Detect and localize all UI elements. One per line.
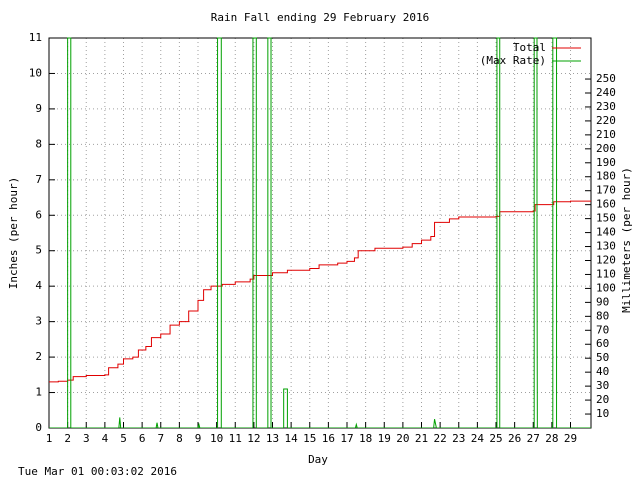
x-tick-label: 13	[266, 432, 279, 445]
y2-tick-label: 180	[596, 170, 616, 183]
y2-tick-label: 60	[596, 337, 609, 350]
x-tick-label: 23	[452, 432, 465, 445]
x-axis-label: Day	[308, 453, 328, 466]
x-tick-label: 29	[564, 432, 577, 445]
y2-tick-label: 30	[596, 379, 609, 392]
timestamp: Tue Mar 01 00:03:02 2016	[18, 465, 177, 478]
y2-tick-label: 90	[596, 295, 609, 308]
legend-label: (Max Rate)	[480, 54, 546, 67]
x-tick-label: 19	[378, 432, 391, 445]
x-tick-label: 7	[157, 432, 164, 445]
y-tick-label: 5	[35, 244, 42, 257]
y2-axis-label: Millimeters (per hour)	[620, 167, 633, 313]
x-tick-label: 17	[340, 432, 353, 445]
x-tick-label: 21	[415, 432, 428, 445]
y2-tick-label: 230	[596, 100, 616, 113]
x-tick-label: 4	[102, 432, 109, 445]
y-tick-label: 9	[35, 102, 42, 115]
y2-tick-label: 20	[596, 393, 609, 406]
x-tick-label: 3	[83, 432, 90, 445]
x-tick-label: 6	[139, 432, 146, 445]
y2-tick-label: 10	[596, 407, 609, 420]
x-tick-label: 22	[434, 432, 447, 445]
y2-tick-label: 190	[596, 156, 616, 169]
x-tick-label: 11	[229, 432, 242, 445]
y2-tick-label: 220	[596, 114, 616, 127]
y-tick-label: 4	[35, 279, 42, 292]
x-tick-label: 26	[508, 432, 521, 445]
x-tick-label: 2	[64, 432, 71, 445]
x-tick-label: 5	[120, 432, 127, 445]
y2-tick-label: 160	[596, 198, 616, 211]
data-line	[49, 200, 591, 383]
x-tick-label: 27	[527, 432, 540, 445]
y2-tick-label: 100	[596, 281, 616, 294]
y2-tick-label: 70	[596, 323, 609, 336]
x-tick-label: 10	[210, 432, 223, 445]
y2-tick-label: 150	[596, 212, 616, 225]
y2-tick-label: 110	[596, 267, 616, 280]
y2-tick-label: 50	[596, 351, 609, 364]
x-tick-label: 9	[195, 432, 202, 445]
y2-tick-label: 240	[596, 86, 616, 99]
x-tick-label: 24	[471, 432, 485, 445]
y-tick-label: 7	[35, 173, 42, 186]
x-tick-label: 18	[359, 432, 372, 445]
y2-tick-label: 210	[596, 128, 616, 141]
y-tick-label: 6	[35, 208, 42, 221]
y-tick-label: 2	[35, 350, 42, 363]
y2-tick-label: 250	[596, 72, 616, 85]
legend-label: Total	[513, 41, 546, 54]
y-tick-label: 0	[35, 421, 42, 434]
x-tick-label: 16	[322, 432, 335, 445]
x-tick-label: 20	[396, 432, 409, 445]
y-tick-label: 11	[29, 31, 42, 44]
x-tick-label: 25	[489, 432, 502, 445]
x-tick-label: 28	[545, 432, 558, 445]
plot-frame	[48, 37, 592, 429]
data-line	[49, 37, 591, 428]
x-tick-label: 15	[303, 432, 316, 445]
y2-tick-label: 140	[596, 226, 616, 239]
x-tick-label: 8	[176, 432, 183, 445]
x-tick-label: 12	[247, 432, 260, 445]
x-tick-label: 14	[285, 432, 299, 445]
y2-tick-label: 200	[596, 142, 616, 155]
y-tick-label: 10	[29, 66, 42, 79]
y2-tick-label: 130	[596, 240, 616, 253]
y2-tick-label: 40	[596, 365, 609, 378]
y-tick-label: 3	[35, 315, 42, 328]
y2-tick-label: 120	[596, 253, 616, 266]
y2-tick-label: 170	[596, 184, 616, 197]
chart-title: Rain Fall ending 29 February 2016	[211, 11, 430, 24]
x-tick-label: 1	[46, 432, 53, 445]
y-tick-label: 1	[35, 386, 42, 399]
y-axis-label: Inches (per hour)	[7, 177, 20, 290]
y-tick-label: 8	[35, 137, 42, 150]
y2-tick-label: 80	[596, 309, 609, 322]
